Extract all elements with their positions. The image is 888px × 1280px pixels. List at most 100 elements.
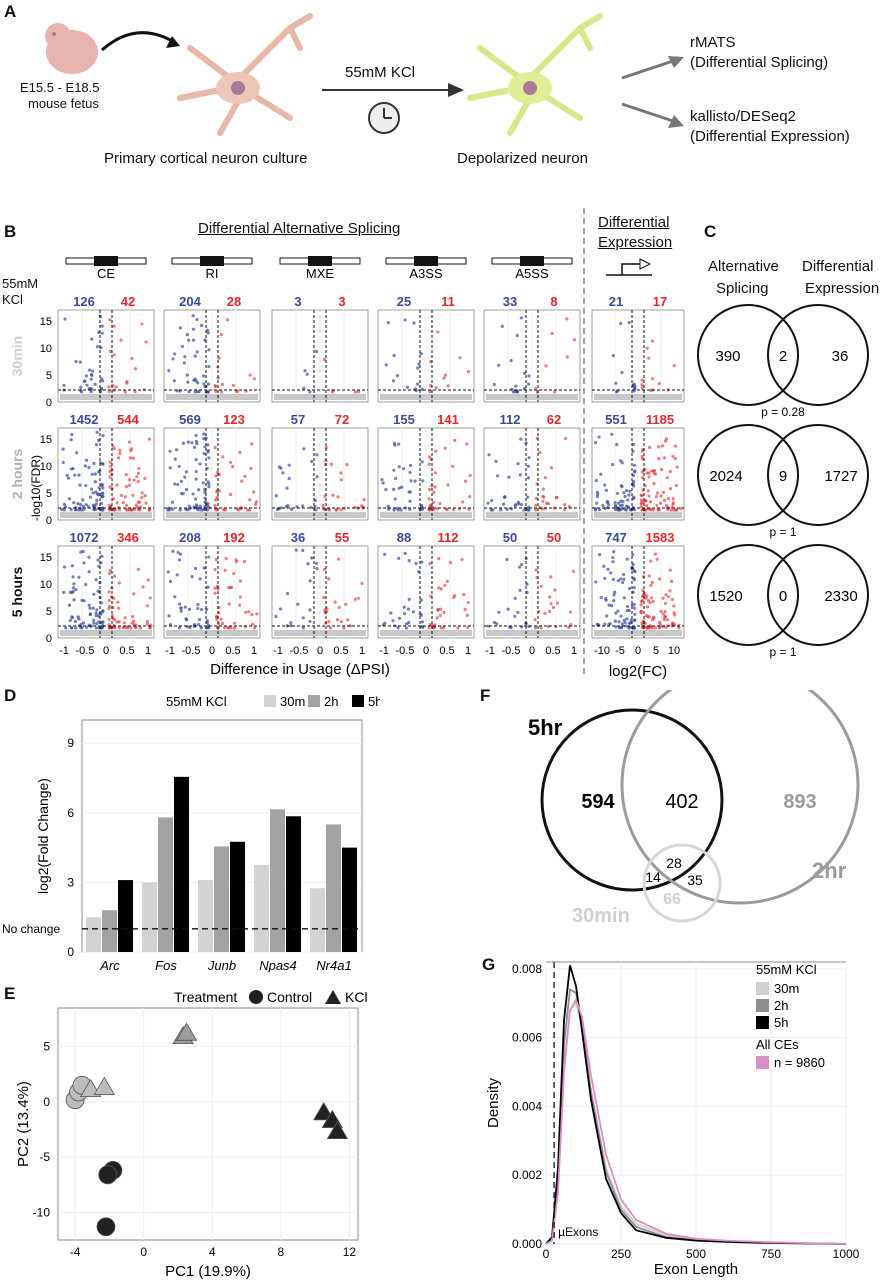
- point-down: [71, 586, 76, 590]
- point-down: [383, 552, 387, 556]
- point-up: [216, 622, 221, 626]
- bar-Junb-30m: [198, 880, 213, 952]
- point-up: [541, 487, 545, 491]
- point-up: [640, 378, 644, 382]
- point-down: [306, 562, 310, 566]
- pca-point-kcl-6: [175, 1022, 198, 1041]
- point-down: [277, 465, 281, 469]
- point-up: [144, 340, 148, 344]
- point-up: [133, 390, 137, 394]
- point-up: [248, 373, 252, 377]
- point-down: [89, 390, 93, 394]
- point-down: [96, 589, 100, 593]
- point-down: [75, 451, 79, 455]
- point-down: [627, 608, 631, 613]
- point-up: [465, 613, 469, 617]
- point-down: [93, 480, 97, 484]
- point-up: [662, 618, 667, 622]
- point-down: [632, 586, 636, 590]
- rmats-sub-label: (Differential Splicing): [690, 54, 829, 71]
- panel-label-e: E: [4, 984, 16, 1003]
- point-up: [555, 601, 560, 605]
- point-up: [650, 339, 655, 343]
- point-down: [314, 349, 319, 354]
- point-up: [640, 598, 645, 603]
- point-down: [92, 461, 96, 466]
- point-down: [384, 363, 388, 367]
- category-label-Arc: Arc: [99, 958, 120, 973]
- point-up: [652, 469, 657, 473]
- point-up: [551, 605, 556, 610]
- point-up: [148, 626, 152, 630]
- point-up: [662, 456, 667, 460]
- count-down-CE-0: 126: [73, 294, 95, 309]
- venn-c1-p: p = 0.28: [761, 405, 805, 419]
- point-down: [274, 614, 278, 619]
- point-up: [533, 618, 537, 622]
- point-down: [279, 506, 283, 510]
- xtick: -0.5: [290, 645, 309, 657]
- point-up: [647, 475, 651, 479]
- point-up: [451, 464, 455, 468]
- point-down: [199, 608, 204, 612]
- point-up: [658, 501, 663, 505]
- point-down: [622, 596, 626, 600]
- point-down: [201, 374, 206, 378]
- point-down: [203, 488, 207, 492]
- point-up: [428, 562, 432, 566]
- point-down: [174, 448, 179, 452]
- point-up: [232, 621, 237, 625]
- ytick-2-1: 10: [40, 579, 52, 591]
- point-up: [649, 583, 653, 587]
- point-down: [614, 611, 618, 615]
- point-up: [439, 607, 443, 611]
- ytick-2-0: 15: [40, 552, 52, 564]
- xtick: -0.5: [502, 645, 521, 657]
- point-down: [380, 478, 384, 482]
- curved-arrow-icon: [101, 31, 180, 52]
- point-up: [439, 626, 443, 630]
- point-down: [61, 447, 65, 451]
- point-down: [62, 590, 66, 595]
- point-up: [141, 585, 145, 589]
- xtick: 1: [145, 645, 151, 657]
- point-down: [198, 462, 202, 466]
- point-up: [460, 557, 464, 562]
- point-down: [601, 503, 605, 508]
- density-line-5h: [545, 965, 847, 1245]
- point-down: [620, 461, 624, 465]
- point-down: [79, 503, 83, 507]
- point-down: [526, 508, 530, 512]
- point-down: [393, 476, 398, 480]
- point-down: [615, 491, 620, 496]
- count-down-A3SS-2: 88: [397, 530, 411, 545]
- point-down: [417, 362, 421, 366]
- point-up: [446, 384, 450, 388]
- point-up: [219, 332, 223, 337]
- xtick: 0.5: [119, 645, 134, 657]
- point-down: [599, 472, 603, 476]
- point-down: [419, 598, 423, 602]
- point-down: [94, 626, 98, 630]
- point-up: [650, 580, 655, 585]
- point-down: [618, 321, 623, 326]
- point-up: [435, 616, 439, 620]
- point-down: [177, 464, 181, 469]
- point-up: [344, 602, 348, 606]
- point-up: [671, 454, 675, 458]
- point-down: [207, 485, 211, 489]
- point-down: [87, 570, 91, 574]
- point-up: [663, 614, 668, 619]
- point-down: [81, 621, 86, 625]
- bar-Arc-5h: [118, 880, 133, 952]
- category-label-Junb: Junb: [207, 958, 236, 973]
- point-down: [495, 474, 500, 478]
- point-up: [427, 497, 431, 501]
- point-down: [628, 507, 633, 512]
- point-down: [187, 338, 191, 342]
- point-down: [82, 561, 86, 565]
- point-down: [81, 498, 85, 502]
- point-up: [223, 508, 228, 512]
- xtick: 1: [571, 645, 577, 657]
- fetus-label-2: mouse fetus: [28, 96, 99, 111]
